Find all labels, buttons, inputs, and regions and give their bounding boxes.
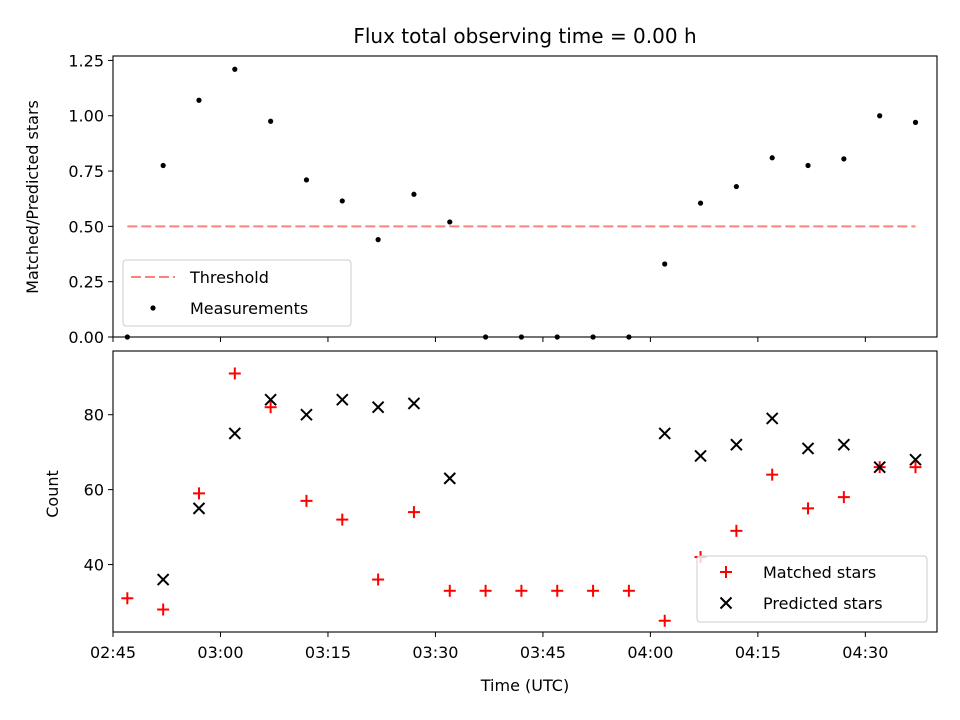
predicted-star-point — [801, 442, 815, 455]
measurement-point — [411, 191, 417, 197]
measurement-point — [375, 237, 381, 243]
measurement-point — [339, 198, 345, 204]
bottom-x-ticks: 02:45 03:00 03:15 03:30 03:45 04:00 04:15 04:30 — [90, 632, 888, 662]
matched-star-point — [837, 491, 850, 504]
measurement-point — [662, 261, 668, 267]
matched-star-point — [587, 584, 600, 597]
predicted-star-point — [228, 427, 242, 440]
predicted-star-point — [730, 438, 743, 451]
bottom-x-tick-label: 03:45 — [520, 643, 566, 662]
measurement-point — [733, 183, 739, 190]
measurement-point — [841, 156, 847, 162]
chart-title: Flux total observing time = 0.00 h — [353, 24, 696, 48]
matched-star-point — [372, 573, 385, 586]
measurement-point — [912, 119, 919, 125]
matched-star-point — [802, 502, 815, 515]
matched-star-point — [443, 584, 456, 597]
matched-star-point — [264, 401, 277, 414]
matched-star-point — [730, 524, 743, 537]
matched-star-point — [479, 584, 492, 597]
matched-stars-points — [121, 367, 922, 627]
measurement-point — [303, 177, 310, 183]
top-panel: Flux total observing time = 0.00 h 0.000… — [23, 24, 938, 347]
measurement-point — [805, 162, 811, 169]
matched-star-point — [658, 614, 671, 627]
predicted-star-point — [156, 573, 170, 586]
measurement-point — [447, 219, 453, 225]
matched-star-point — [228, 367, 241, 380]
predicted-star-point — [658, 427, 671, 440]
legend-matched-swatch — [720, 566, 732, 578]
predicted-star-point — [407, 397, 421, 410]
top-y-tick-label: 0.25 — [68, 273, 104, 292]
bottom-y-ticks: 40 60 80 — [84, 406, 113, 575]
legend-threshold-label: Threshold — [189, 268, 269, 287]
matched-star-point — [766, 468, 779, 481]
matched-star-point — [336, 513, 349, 526]
bottom-y-tick-label: 60 — [84, 481, 104, 500]
bottom-axes-frame — [112, 350, 938, 633]
matched-star-point — [300, 494, 313, 507]
bottom-panel: 40 60 80 02:45 03:00 03:15 03:30 03:45 04:00 04:… — [43, 350, 938, 695]
bottom-x-tick-label: 02:45 — [90, 643, 136, 662]
bottom-y-tick-label: 40 — [84, 556, 104, 575]
legend-measurements-swatch — [150, 305, 156, 311]
top-y-tick-label: 0.50 — [68, 217, 104, 236]
matched-star-point — [157, 603, 170, 616]
bottom-x-tick-label: 04:30 — [842, 643, 888, 662]
top-y-ticks: 0.00 0.25 0.50 0.75 1.00 1.25 — [68, 51, 113, 347]
measurement-points — [124, 66, 919, 340]
bottom-legend-box — [696, 555, 928, 623]
top-y-axis-label: Matched/Predicted stars — [23, 100, 42, 294]
bottom-x-tick-label: 04:15 — [735, 643, 781, 662]
top-legend-box — [122, 259, 352, 327]
legend-predicted-swatch — [719, 596, 733, 610]
measurement-point — [232, 66, 238, 72]
matched-star-point — [121, 592, 134, 605]
top-x-ticks — [112, 337, 866, 342]
bottom-x-tick-label: 03:30 — [412, 643, 458, 662]
predicted-star-point — [300, 408, 313, 421]
measurement-point — [160, 162, 166, 169]
predicted-star-point — [371, 400, 385, 414]
top-y-tick-label: 1.25 — [68, 51, 104, 70]
matched-star-point — [515, 584, 528, 597]
measurement-point — [196, 97, 202, 103]
bottom-legend: Matched stars Predicted stars — [696, 555, 928, 623]
predicted-star-point — [336, 393, 349, 406]
legend-matched-label: Matched stars — [763, 563, 876, 582]
bottom-x-tick-label: 04:00 — [627, 643, 673, 662]
bottom-y-axis-label: Count — [43, 470, 62, 518]
predicted-star-point — [873, 460, 886, 474]
bottom-x-tick-label: 03:15 — [305, 643, 351, 662]
matched-star-point — [551, 584, 564, 597]
matched-star-point — [909, 461, 922, 474]
predicted-star-point — [837, 438, 851, 451]
predicted-star-point — [694, 449, 707, 463]
matched-star-point — [407, 506, 420, 519]
measurement-point — [769, 155, 775, 161]
top-legend: Threshold Measurements — [122, 259, 352, 327]
top-y-tick-label: 1.00 — [68, 107, 104, 126]
bottom-y-tick-label: 80 — [84, 406, 104, 425]
matched-star-point — [192, 487, 205, 500]
matched-star-point — [622, 584, 635, 597]
predicted-star-point — [909, 453, 922, 466]
predicted-star-point — [264, 393, 277, 406]
measurement-point — [877, 113, 883, 119]
predicted-stars-points — [156, 393, 922, 586]
measurement-point — [268, 118, 274, 124]
predicted-star-point — [765, 412, 779, 425]
top-y-tick-label: 0.75 — [68, 162, 104, 181]
measurement-point — [697, 200, 704, 206]
bottom-x-tick-label: 03:00 — [197, 643, 243, 662]
legend-measurements-label: Measurements — [190, 299, 308, 318]
legend-predicted-label: Predicted stars — [763, 594, 883, 613]
top-y-tick-label: 0.00 — [68, 328, 104, 347]
predicted-star-point — [443, 472, 456, 485]
predicted-star-point — [192, 502, 206, 515]
bottom-x-axis-label: Time (UTC) — [480, 676, 569, 695]
top-axes-frame — [112, 55, 938, 338]
